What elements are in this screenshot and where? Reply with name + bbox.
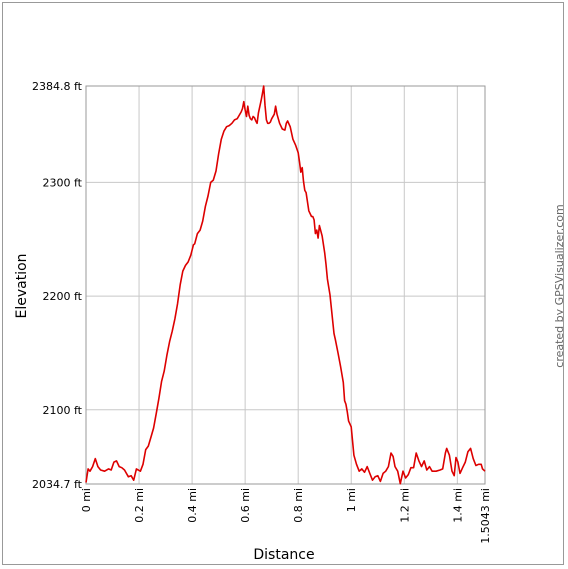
- x-tick-label: 0.2 mi: [133, 488, 146, 523]
- x-tick-label: 0.4 mi: [186, 488, 199, 523]
- y-tick-label: 2300 ft: [43, 176, 83, 189]
- x-tick-label: 1.2 mi: [398, 488, 411, 523]
- x-tick-label: 0 mi: [80, 488, 93, 512]
- y-axis-ticks: 2034.7 ft 2100 ft 2200 ft 2300 ft 2384.8 ft: [32, 80, 83, 491]
- y-tick-label: 2200 ft: [43, 290, 83, 303]
- grid-lines: [85, 85, 486, 485]
- x-tick-label: 0.6 mi: [239, 488, 252, 523]
- x-axis-title: Distance: [253, 547, 314, 563]
- x-tick-label: 1 mi: [345, 488, 358, 512]
- y-tick-label: 2100 ft: [43, 404, 83, 417]
- y-tick-label: 2384.8 ft: [32, 80, 83, 93]
- series-layer: [85, 85, 486, 485]
- x-tick-label: 0.8 mi: [292, 488, 305, 523]
- x-axis-ticks: 0 mi 0.2 mi 0.4 mi 0.6 mi 0.8 mi 1 mi 1.2 mi 1.…: [80, 488, 492, 544]
- elevation-line: [85, 85, 486, 485]
- y-tick-label: 2034.7 ft: [32, 478, 83, 491]
- plot-area: [85, 85, 486, 485]
- y-axis-title: Elevation: [14, 253, 30, 318]
- x-tick-label: 1.4 mi: [451, 488, 464, 523]
- x-tick-label: 1.5043 mi: [479, 488, 492, 544]
- credit-text: created by GPSVisualizer.com: [553, 204, 563, 367]
